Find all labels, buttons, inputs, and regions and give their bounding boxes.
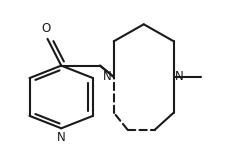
Text: N: N — [57, 131, 66, 144]
Text: N: N — [175, 70, 184, 83]
Text: N: N — [103, 70, 112, 83]
Text: O: O — [42, 22, 51, 35]
